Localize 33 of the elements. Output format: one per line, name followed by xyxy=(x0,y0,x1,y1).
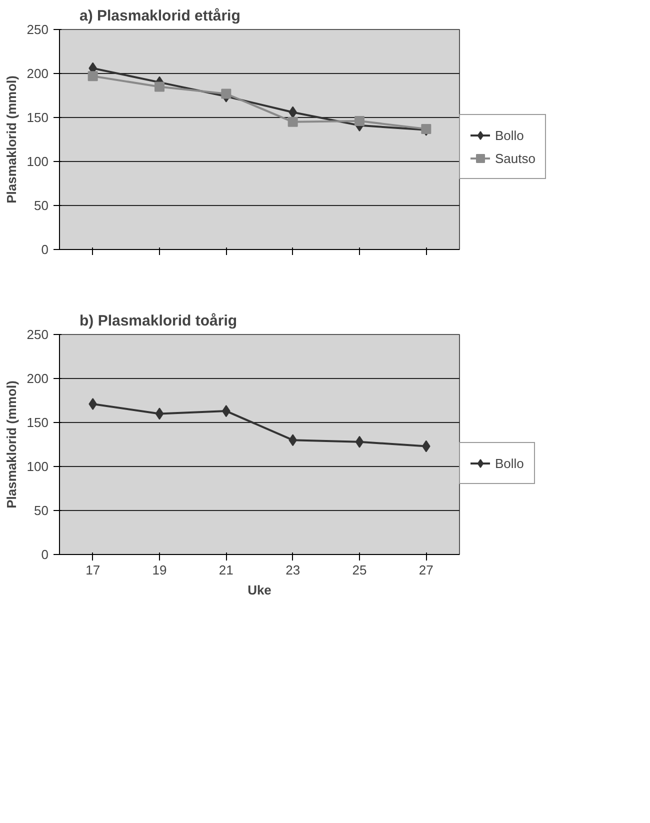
point xyxy=(221,88,232,99)
point xyxy=(154,82,164,92)
y-tick-label: 50 xyxy=(34,503,49,518)
x-tick-label: 19 xyxy=(152,562,167,578)
chart-title: a) Plasmaklorid ettårig xyxy=(80,8,240,24)
x-tick-label: 25 xyxy=(352,562,367,578)
legend-label: Bollo xyxy=(495,456,524,470)
point xyxy=(288,116,298,127)
y-tick-label: 250 xyxy=(26,22,49,37)
y-tick-label: 100 xyxy=(26,154,49,169)
y-tick-label: 150 xyxy=(26,415,49,430)
x-tick-label: 27 xyxy=(418,562,434,578)
y-tick-label: 0 xyxy=(41,242,49,257)
y-tick-label: 150 xyxy=(26,110,49,125)
chart-title: b) Plasmaklorid toårig xyxy=(80,312,238,330)
legend-label: Sautso xyxy=(495,150,536,166)
x-axis-title: Uke xyxy=(248,582,272,598)
x-tick-label: 21 xyxy=(218,562,234,578)
y-tick-label: 200 xyxy=(26,66,49,81)
y-axis-title: Plasmaklorid (mmol) xyxy=(4,380,19,508)
legend-label: Bollo xyxy=(495,128,524,142)
point xyxy=(354,116,364,126)
point xyxy=(88,71,98,82)
y-axis-title: Plasmaklorid (mmol) xyxy=(4,76,19,204)
y-tick-label: 200 xyxy=(26,371,49,386)
y-tick-label: 100 xyxy=(26,459,49,474)
y-tick-label: 50 xyxy=(34,198,49,213)
y-tick-label: 250 xyxy=(26,327,49,342)
x-tick-label: 17 xyxy=(86,562,100,578)
y-tick-label: 0 xyxy=(41,547,49,562)
point xyxy=(155,408,164,420)
x-tick-label: 23 xyxy=(286,562,300,578)
point xyxy=(355,436,364,448)
